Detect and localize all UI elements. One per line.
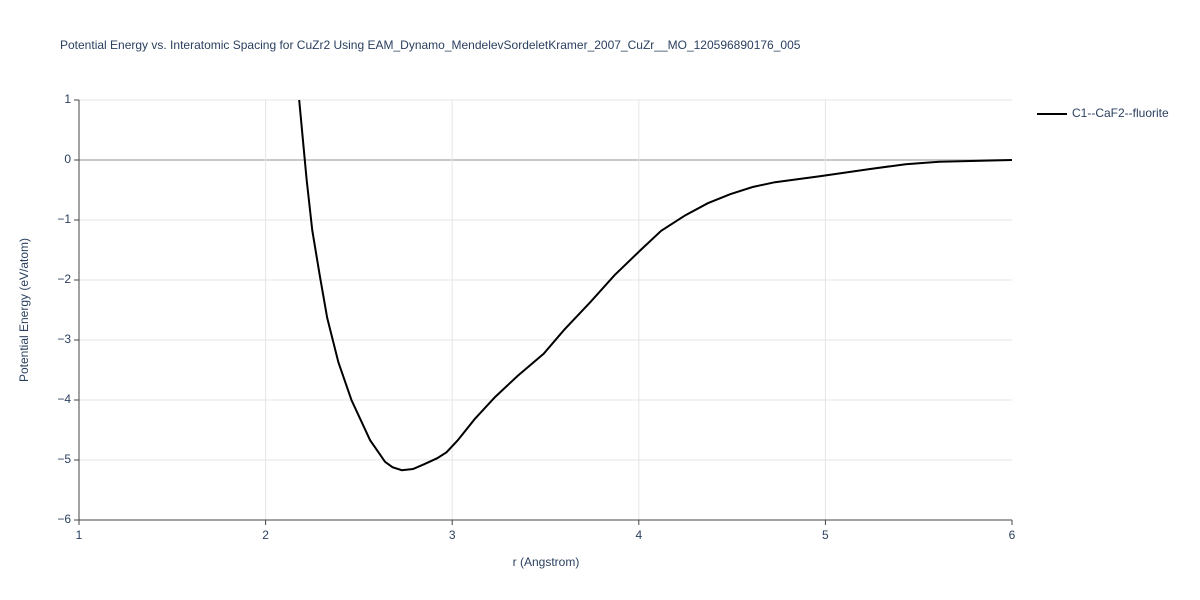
x-tick-label: 1 [76, 528, 83, 542]
x-tick-label: 6 [1009, 528, 1016, 542]
plot-area [298, 100, 1012, 472]
x-tick-label: 3 [449, 528, 456, 542]
x-axis-title: r (Angstrom) [513, 555, 580, 569]
y-tick-label: −1 [57, 212, 71, 226]
chart-title: Potential Energy vs. Interatomic Spacing… [60, 38, 801, 52]
y-tick-label: −3 [57, 332, 71, 346]
y-tick-label: −5 [57, 452, 71, 466]
y-tick-label: 0 [64, 152, 71, 166]
y-axis-title: Potential Energy (eV/atom) [17, 238, 31, 382]
y-tick-label: 1 [64, 92, 71, 106]
grid [79, 99, 1012, 521]
data-line [298, 100, 1012, 472]
y-tick-label: −6 [57, 512, 71, 526]
axes: −6 −5 −4 −3 −2 −1 0 1 1 2 3 4 5 6 [57, 92, 1015, 542]
x-tick-label: 5 [822, 528, 829, 542]
x-tick-label: 4 [635, 528, 642, 542]
legend-label: C1--CaF2--fluorite [1072, 106, 1169, 120]
x-tick-label: 2 [262, 528, 269, 542]
y-tick-label: −2 [57, 272, 71, 286]
y-tick-label: −4 [57, 392, 71, 406]
